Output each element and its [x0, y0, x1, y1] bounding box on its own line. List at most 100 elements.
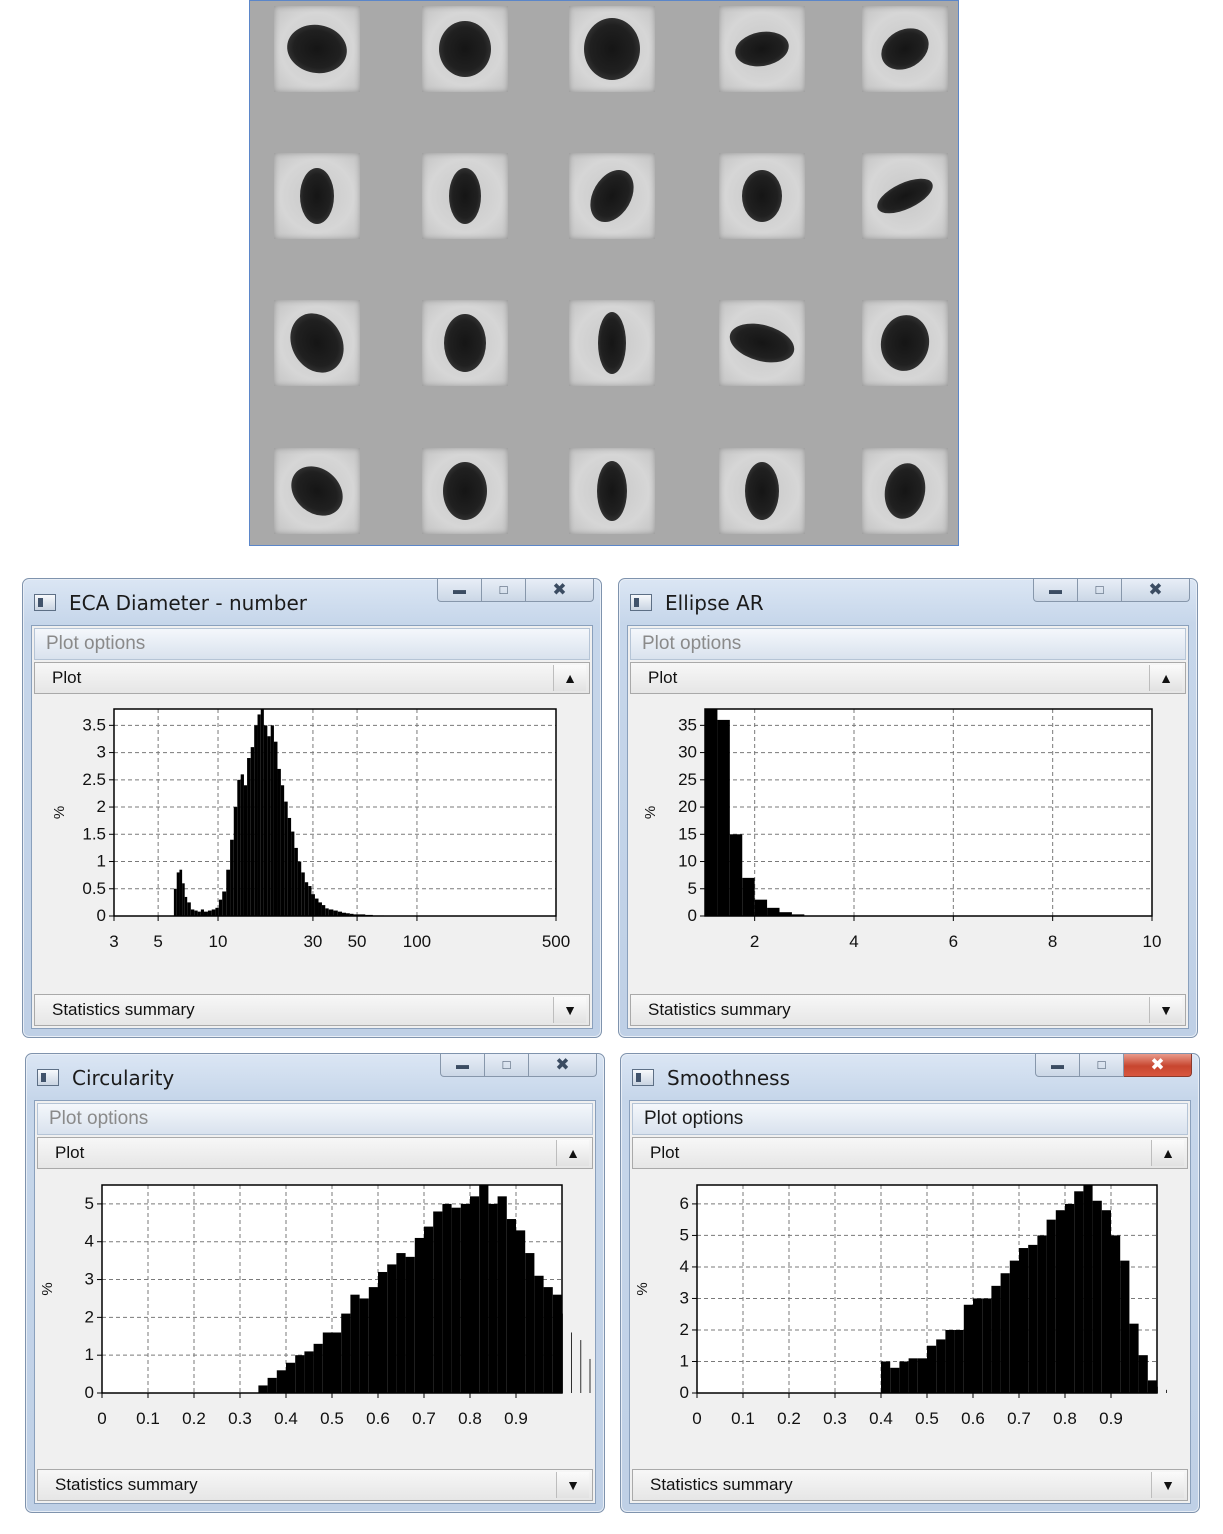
expand-down-icon[interactable]: ▼ [1151, 1472, 1184, 1498]
histogram-bar [1120, 1260, 1130, 1393]
histogram-bar [973, 1298, 983, 1393]
histogram-bar [341, 1313, 351, 1393]
plot-options-header[interactable]: Plot options [632, 1103, 1188, 1135]
histogram-bar [342, 912, 347, 916]
particle-blob [876, 311, 934, 375]
plot-panel-label: Plot [648, 668, 678, 687]
statistics-summary-header[interactable]: Statistics summary ▼ [34, 994, 590, 1026]
collapse-up-icon[interactable]: ▲ [1151, 1140, 1184, 1166]
expand-down-icon[interactable]: ▼ [1149, 997, 1182, 1023]
maximize-button[interactable]: □ [485, 1054, 529, 1077]
x-tick-label: 3 [109, 932, 118, 951]
y-tick-label: 1.5 [82, 824, 106, 843]
particle-thumbnail [862, 6, 948, 92]
collapse-up-icon[interactable]: ▲ [553, 665, 586, 691]
window-smoothness: Smoothness ▬ □ ✖ Plot options Plot ▲ 0 1 2… [620, 1053, 1200, 1513]
particle-blob [725, 317, 799, 369]
histogram-bar [479, 1185, 489, 1393]
x-tick-label: 0.1 [731, 1409, 755, 1428]
close-button[interactable]: ✖ [529, 1054, 597, 1077]
particle-blob [745, 462, 779, 520]
plot-options-header[interactable]: Plot options [630, 628, 1186, 660]
histogram-bar [257, 714, 261, 916]
histogram-bar [304, 882, 309, 916]
histogram-bars [258, 1185, 600, 1393]
histogram-bar [1046, 1219, 1056, 1393]
histogram-bar [197, 911, 201, 916]
expand-down-icon[interactable]: ▼ [556, 1472, 589, 1498]
plot-panel-header[interactable]: Plot ▲ [632, 1137, 1188, 1169]
histogram-bar [190, 909, 195, 916]
histogram-bar [218, 899, 223, 916]
histogram-bar [200, 909, 204, 916]
statistics-summary-header[interactable]: Statistics summary ▼ [632, 1469, 1188, 1501]
y-tick-label: 5 [688, 879, 697, 898]
plot-options-header[interactable]: Plot options [37, 1103, 593, 1135]
y-axis-label: % [51, 806, 68, 819]
x-tick-label: 0.7 [412, 1409, 436, 1428]
collapse-up-icon[interactable]: ▲ [556, 1140, 589, 1166]
y-axis-label: % [642, 806, 659, 819]
histogram-bar [534, 1275, 544, 1393]
minimize-button[interactable]: ▬ [1033, 579, 1078, 602]
window-app-icon [630, 594, 652, 611]
histogram-bar [742, 877, 755, 916]
maximize-button[interactable]: □ [1078, 579, 1122, 602]
histogram-bar [1074, 1191, 1084, 1393]
histogram-bar [294, 847, 298, 916]
histogram-bar [328, 909, 334, 916]
plot-panel-header[interactable]: Plot ▲ [34, 662, 590, 694]
particle-blob [742, 170, 782, 222]
histogram-bar [211, 909, 216, 916]
x-tick-label: 0.6 [961, 1409, 985, 1428]
y-tick-label: 5 [85, 1194, 94, 1213]
histogram-bar [233, 807, 238, 916]
histogram-bar [1000, 1273, 1010, 1393]
close-button[interactable]: ✖ [1124, 1054, 1192, 1077]
collapse-up-icon[interactable]: ▲ [1149, 665, 1182, 691]
histogram-bar [791, 914, 805, 916]
plot-panel-header[interactable]: Plot ▲ [37, 1137, 593, 1169]
window-client-area: Plot options Plot ▲ 0 0.5 1 1.5 2 2.5 3 3.5 3 5 10… [31, 625, 593, 1029]
histogram-bar [754, 899, 768, 916]
plot-panel-label: Plot [52, 668, 82, 687]
histogram-bar [243, 785, 248, 916]
histogram-bar [359, 1298, 369, 1393]
plot-panel-label: Plot [55, 1143, 85, 1162]
y-tick-label: 6 [680, 1194, 689, 1213]
statistics-summary-header[interactable]: Statistics summary ▼ [630, 994, 1186, 1026]
maximize-button[interactable]: □ [1080, 1054, 1124, 1077]
histogram-bar [304, 1351, 314, 1393]
histogram-bar [247, 758, 251, 916]
y-tick-label: 25 [678, 770, 697, 789]
plot-options-header[interactable]: Plot options [34, 628, 590, 660]
histogram-bar [226, 869, 231, 916]
statistics-summary-header[interactable]: Statistics summary ▼ [37, 1469, 593, 1501]
minimize-button[interactable]: ▬ [1035, 1054, 1080, 1077]
histogram-bar [488, 1203, 498, 1393]
particle-blob [279, 303, 355, 383]
histogram-bar [881, 1361, 891, 1393]
histogram-bar [258, 1385, 268, 1393]
close-button[interactable]: ✖ [526, 579, 594, 602]
y-tick-label: 2.5 [82, 770, 106, 789]
expand-down-icon[interactable]: ▼ [553, 997, 586, 1023]
histogram-bar [260, 709, 264, 916]
histogram-bar [314, 898, 319, 916]
x-tick-label: 0.8 [1053, 1409, 1077, 1428]
minimize-button[interactable]: ▬ [437, 579, 482, 602]
particle-thumbnail [719, 300, 805, 386]
histogram-bar [1055, 1210, 1065, 1393]
particle-thumbnail [274, 448, 360, 534]
particle-blob [443, 462, 487, 520]
histogram-bar [250, 747, 255, 916]
maximize-button[interactable]: □ [482, 579, 526, 602]
x-tick-label: 0 [97, 1409, 106, 1428]
close-button[interactable]: ✖ [1122, 579, 1190, 602]
minimize-button[interactable]: ▬ [440, 1054, 485, 1077]
plot-panel-header[interactable]: Plot ▲ [630, 662, 1186, 694]
histogram-bar [301, 872, 305, 916]
histogram-bar [322, 1332, 332, 1393]
histogram-bar [173, 888, 177, 916]
x-tick-label: 0.5 [915, 1409, 939, 1428]
